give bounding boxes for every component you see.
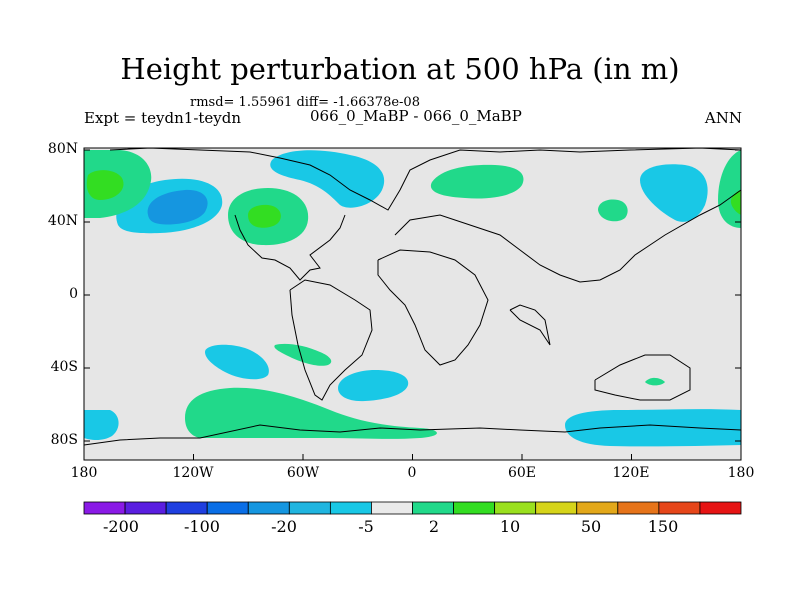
- negative-anomaly-spacific: [205, 344, 269, 380]
- coastline-australia: [594, 354, 691, 401]
- coastline-africa: [377, 249, 489, 366]
- coastline-south-america: [289, 279, 373, 401]
- colorbar-swatch: [288, 501, 331, 515]
- colorbar-swatch: [699, 501, 742, 515]
- positive-anomaly-easia: [598, 199, 628, 222]
- coastline-north-america: [109, 147, 742, 211]
- experiment-center-label: 066_0_MaBP - 066_0_MaBP: [310, 107, 522, 125]
- colorbar-label: 50: [580, 517, 602, 536]
- colorbar-label: 150: [647, 517, 679, 536]
- colorbar-label: -20: [271, 517, 297, 536]
- positive-anomaly-australia: [645, 377, 665, 386]
- axis-ticks: [83, 148, 742, 460]
- negative-anomaly-antarctic: [565, 409, 741, 447]
- negative-anomaly-sw: [84, 410, 119, 440]
- coastline-eurasia: [394, 189, 742, 283]
- colorbar-swatch: [83, 501, 126, 515]
- colorbar-swatch: [165, 501, 208, 515]
- negative-anomaly-npacific-core: [147, 189, 208, 225]
- colorbar-swatch: [576, 501, 619, 515]
- colorbar-label: -5: [358, 517, 374, 536]
- lon-label-180-east: 180: [727, 465, 755, 481]
- positive-anomaly-southern-ocean: [185, 387, 437, 439]
- lon-label-60w: 60W: [286, 465, 320, 481]
- colorbar: [83, 501, 742, 515]
- colorbar-swatch: [658, 501, 701, 515]
- lon-label-0: 0: [407, 465, 417, 481]
- plot-title: Height perturbation at 500 hPa (in m): [120, 52, 680, 86]
- positive-anomaly-namerica-core: [248, 204, 281, 228]
- colorbar-swatch: [453, 501, 496, 515]
- lat-label-80s: 80S: [50, 432, 78, 448]
- colorbar-label: 10: [499, 517, 521, 536]
- season-label: ANN: [704, 109, 742, 127]
- negative-anomaly-satlantic: [338, 370, 409, 402]
- lon-label-180-west: 180: [70, 465, 98, 481]
- coastline-americas: [234, 214, 346, 281]
- colorbar-swatch: [412, 501, 454, 515]
- lat-label-0: 0: [69, 286, 78, 302]
- experiment-label: Expt = teydn1-teydn: [84, 109, 242, 127]
- lon-label-120e: 120E: [612, 465, 650, 481]
- colorbar-label: -200: [103, 517, 139, 536]
- colorbar-swatch: [329, 501, 372, 515]
- colorbar-swatch: [206, 501, 249, 515]
- positive-anomaly-east-core: [730, 190, 741, 215]
- negative-anomaly-asia: [640, 164, 708, 222]
- colorbar-swatch: [535, 501, 578, 515]
- colorbar-swatch: [494, 501, 537, 515]
- coastlines: [83, 147, 742, 446]
- positive-anomaly-eurasia: [430, 164, 524, 199]
- colorbar-label: 2: [428, 517, 440, 536]
- positive-anomaly-samerica: [274, 343, 332, 366]
- colorbar-label: -100: [184, 517, 220, 536]
- lat-label-40n: 40N: [47, 213, 78, 229]
- colorbar-swatch: [371, 501, 413, 515]
- coastline-antarctica: [83, 424, 742, 446]
- lon-label-60e: 60E: [507, 465, 537, 481]
- coastline-india: [509, 304, 551, 346]
- colorbar-swatch: [247, 501, 290, 515]
- lat-label-80n: 80N: [47, 141, 78, 157]
- colorbar-swatch: [617, 501, 660, 515]
- lat-label-40s: 40S: [50, 359, 78, 375]
- stats-text: rmsd= 1.55961 diff= -1.66378e-08: [190, 95, 420, 110]
- colorbar-swatch: [124, 501, 167, 515]
- anomaly-fields: [84, 150, 741, 447]
- lon-label-120w: 120W: [172, 465, 214, 481]
- positive-anomaly-west-core: [86, 170, 124, 200]
